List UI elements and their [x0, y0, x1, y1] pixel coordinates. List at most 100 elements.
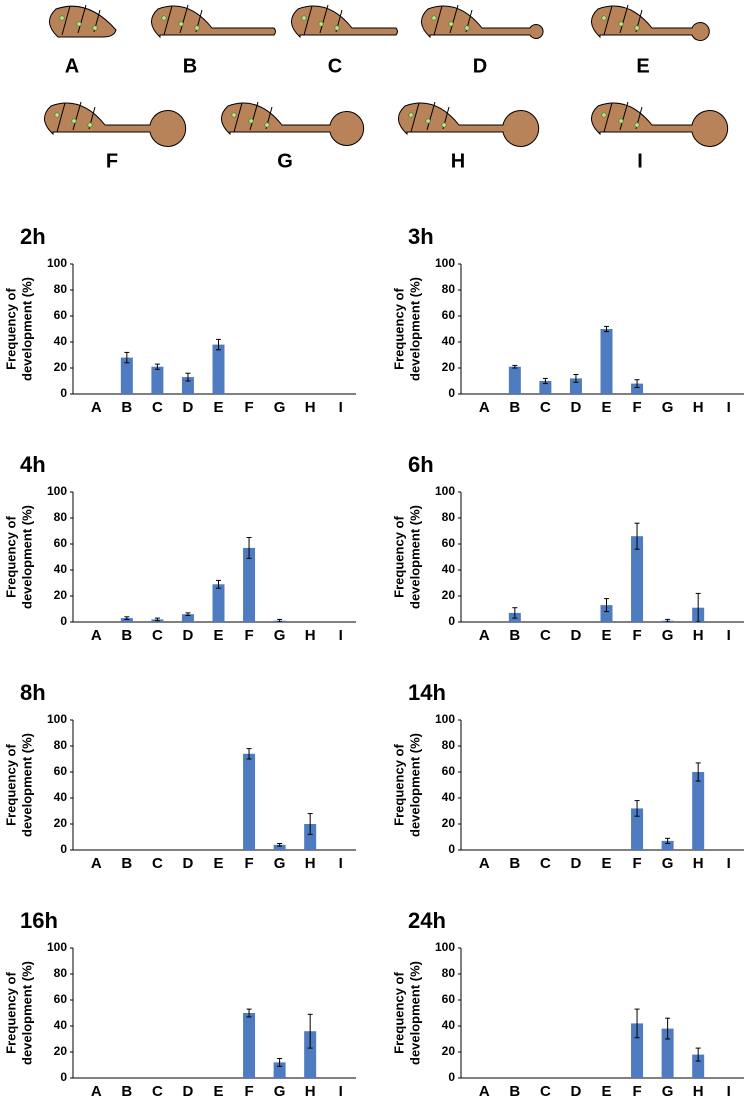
x-tick-label: I	[339, 627, 343, 644]
cell-wall	[249, 101, 259, 131]
bar	[631, 1023, 644, 1078]
y-tick-label: 20	[54, 816, 68, 830]
nucleus	[634, 122, 640, 128]
y-axis-label: Frequency of	[391, 516, 406, 598]
x-tick-label: H	[305, 1083, 316, 1100]
nucleus	[92, 25, 98, 31]
pollen-cell	[49, 5, 117, 38]
x-tick-label: D	[183, 1083, 194, 1100]
x-tick-label: F	[244, 855, 253, 872]
cell-wall	[179, 4, 189, 34]
y-axis-label: development (%)	[407, 277, 422, 381]
x-tick-label: B	[509, 855, 520, 872]
x-tick-label: A	[479, 855, 490, 872]
cell-wall	[603, 102, 613, 133]
x-tick-label: I	[727, 1083, 731, 1100]
y-axis-label: Frequency of	[391, 288, 406, 370]
x-tick-label: H	[693, 399, 704, 416]
x-tick-label: E	[601, 1083, 611, 1100]
nucleus	[318, 21, 324, 27]
nucleus	[601, 112, 607, 118]
cell-wall	[410, 102, 420, 133]
y-tick-label: 0	[60, 842, 67, 856]
x-tick-label: I	[727, 855, 731, 872]
y-tick-label: 0	[60, 614, 67, 628]
x-tick-label: D	[571, 855, 582, 872]
y-tick-label: 100	[435, 256, 455, 270]
y-tick-label: 80	[54, 738, 68, 752]
y-tick-label: 40	[54, 1018, 68, 1032]
x-tick-label: G	[274, 399, 286, 416]
x-tick-label: G	[662, 399, 674, 416]
chart-title: 2h	[20, 224, 46, 249]
nucleus	[334, 25, 340, 31]
x-tick-label: E	[601, 627, 611, 644]
stage-label: F	[106, 150, 118, 172]
chart-title: 14h	[408, 680, 446, 705]
x-tick-label: C	[152, 627, 163, 644]
pollen-cell	[421, 5, 544, 39]
bar	[212, 344, 225, 394]
x-tick-label: D	[571, 399, 582, 416]
bar	[692, 1054, 705, 1078]
x-tick-label: B	[121, 1083, 132, 1100]
y-axis-label: Frequency of	[3, 516, 18, 598]
nucleus	[431, 15, 437, 21]
x-tick-label: I	[339, 1083, 343, 1100]
x-tick-label: D	[183, 855, 194, 872]
pollen-cell	[291, 5, 398, 39]
x-tick-label: C	[152, 399, 163, 416]
cell-wall	[72, 101, 82, 131]
chart-title: 24h	[408, 908, 446, 933]
nucleus	[161, 15, 167, 21]
nucleus	[634, 25, 640, 31]
y-tick-label: 60	[442, 992, 456, 1006]
y-tick-label: 40	[442, 790, 456, 804]
y-tick-label: 80	[54, 966, 68, 980]
x-tick-label: A	[91, 1083, 102, 1100]
bar	[631, 808, 644, 850]
nucleus	[464, 25, 470, 31]
y-tick-label: 40	[442, 1018, 456, 1032]
chart-title: 8h	[20, 680, 46, 705]
y-axis-label: development (%)	[407, 505, 422, 609]
y-tick-label: 60	[442, 536, 456, 550]
y-tick-label: 0	[448, 842, 455, 856]
y-tick-label: 100	[47, 940, 67, 954]
y-tick-label: 40	[442, 334, 456, 348]
pollen-cell	[398, 102, 540, 147]
stage-label: I	[637, 150, 643, 172]
nucleus	[618, 21, 624, 27]
nucleus	[194, 25, 200, 31]
x-tick-label: E	[601, 855, 611, 872]
bar	[661, 840, 674, 850]
stage-label: G	[277, 150, 293, 172]
x-tick-label: G	[662, 1083, 674, 1100]
y-tick-label: 100	[435, 484, 455, 498]
x-tick-label: C	[152, 855, 163, 872]
pollen-cell	[591, 5, 710, 41]
x-tick-label: I	[339, 855, 343, 872]
y-tick-label: 0	[448, 386, 455, 400]
y-tick-label: 20	[54, 360, 68, 374]
nucleus	[618, 118, 624, 124]
y-tick-label: 80	[54, 510, 68, 524]
x-tick-label: F	[632, 855, 641, 872]
y-tick-label: 20	[442, 1044, 456, 1058]
pollen-cell	[591, 102, 729, 147]
x-tick-label: D	[183, 627, 194, 644]
x-tick-label: C	[540, 855, 551, 872]
cell-wall	[449, 4, 459, 34]
y-axis-label: development (%)	[19, 733, 34, 837]
bar	[120, 357, 133, 394]
cell-wall	[163, 5, 173, 36]
chart-title: 16h	[20, 908, 58, 933]
x-tick-label: A	[479, 1083, 490, 1100]
x-tick-label: F	[632, 399, 641, 416]
x-tick-label: C	[540, 399, 551, 416]
y-tick-label: 60	[54, 764, 68, 778]
bar	[181, 377, 194, 394]
x-tick-label: G	[274, 855, 286, 872]
y-tick-label: 0	[448, 614, 455, 628]
y-tick-label: 100	[435, 712, 455, 726]
